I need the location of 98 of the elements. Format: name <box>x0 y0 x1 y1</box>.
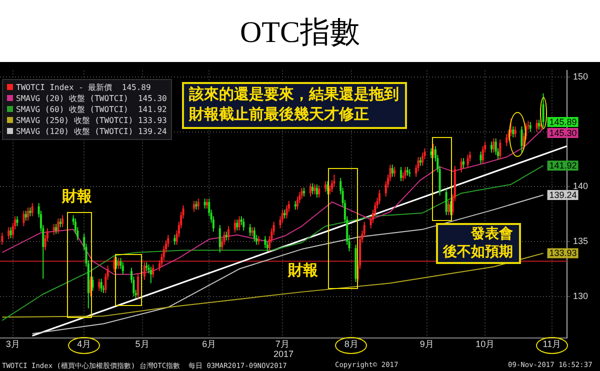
candlestick <box>242 218 245 232</box>
candlestick <box>27 206 30 222</box>
candlestick <box>118 257 120 270</box>
candlestick <box>98 278 100 292</box>
candlestick <box>249 223 252 237</box>
candlestick <box>492 138 495 154</box>
candlestick <box>391 164 394 178</box>
candlestick <box>228 226 230 241</box>
candlestick <box>430 148 432 159</box>
candlestick <box>236 219 238 232</box>
x-tick-label: 6月 <box>202 338 216 349</box>
candlestick <box>394 166 396 178</box>
candlestick <box>529 121 532 132</box>
candlestick <box>218 224 221 253</box>
legend-label: SMAVG (250) 收盤 (TWOTCI) 133.93 <box>15 115 167 126</box>
y-tick-label: 135 <box>573 236 588 246</box>
candlestick <box>494 138 497 156</box>
candlestick <box>506 134 508 147</box>
candlestick <box>309 182 312 198</box>
candlestick <box>520 126 523 154</box>
candlestick <box>312 182 314 195</box>
candlestick <box>512 126 514 138</box>
candlestick <box>197 198 200 210</box>
candlestick <box>31 202 34 217</box>
candlestick <box>296 196 299 210</box>
annotation: 財報 <box>288 262 318 281</box>
y-tick-label: 150 <box>573 71 588 82</box>
candlestick <box>100 278 102 292</box>
candlestick <box>499 138 502 160</box>
candlestick <box>193 200 196 212</box>
candlestick <box>136 272 139 300</box>
candlestick <box>538 119 540 130</box>
legend-label: SMAVG (60) 收盤 (TWOTCI) 141.92 <box>15 104 167 115</box>
x-tick-label: 5月 <box>135 338 150 349</box>
candlestick <box>122 262 124 275</box>
candlestick <box>286 204 288 219</box>
candlestick <box>52 223 55 236</box>
chart-title: OTC指數 <box>239 15 361 51</box>
annotation: 財報 <box>62 188 92 207</box>
legend-label: SMAVG (120) 收盤 (TWOTCI) 139.24 <box>15 126 167 137</box>
candlestick <box>206 198 208 210</box>
x-tick-label: 4月 <box>77 338 92 349</box>
candlestick <box>152 264 154 278</box>
candlestick <box>314 184 316 195</box>
candlestick <box>204 198 206 210</box>
candlestick <box>536 119 538 132</box>
candlestick <box>316 184 318 198</box>
data-label: 141.92 <box>549 160 577 171</box>
candlestick <box>324 180 327 193</box>
candlestick <box>480 151 482 164</box>
candlestick <box>466 154 469 169</box>
data-label: 145.30 <box>549 128 577 138</box>
candlestick <box>57 218 60 234</box>
candlestick <box>318 185 320 198</box>
candlestick <box>174 234 176 246</box>
candlestick <box>490 141 493 154</box>
candlestick <box>253 226 256 242</box>
candlestick <box>400 166 402 182</box>
y-tick-label: 130 <box>573 290 588 301</box>
annotation: 發表會後不如預期 <box>436 223 521 264</box>
x-tick-label: 10月 <box>476 338 495 349</box>
candlestick <box>404 166 406 180</box>
x-axis-title: 2017 <box>273 349 294 360</box>
data-label: 133.93 <box>549 248 577 258</box>
candlestick <box>460 158 462 173</box>
candlestick <box>264 236 266 249</box>
legend-label: SMAVG (20) 收盤 (TWOTCI) 145.30 <box>15 93 167 104</box>
candlestick <box>55 223 58 234</box>
candlestick <box>10 226 12 239</box>
candlestick <box>422 152 424 166</box>
annotation: 該來的還是要來，結果還是拖到財報截止前最後幾天才修正 <box>182 82 407 128</box>
candlestick <box>62 214 64 228</box>
x-tick-label: 8月 <box>344 338 358 349</box>
candlestick <box>234 219 236 234</box>
x-tick-label: 3月 <box>6 338 20 349</box>
candlestick <box>16 216 18 227</box>
candlestick <box>447 200 450 216</box>
candlestick <box>1 232 4 246</box>
legend-label: TWOTCI Index - 最新價 145.89 <box>15 82 152 93</box>
candlestick <box>514 126 516 138</box>
x-tick-label: 9月 <box>420 338 434 349</box>
data-label: 139.24 <box>549 190 577 200</box>
candlestick <box>378 189 380 205</box>
candlestick <box>22 210 25 227</box>
candlestick <box>542 92 544 128</box>
candlestick <box>143 262 146 280</box>
candlestick <box>300 187 303 200</box>
candlestick <box>8 226 10 240</box>
x-tick-label: 7月 <box>275 338 290 349</box>
candlestick <box>238 216 240 232</box>
candlestick <box>150 266 152 284</box>
text: 145.89 <box>549 117 577 128</box>
candlestick <box>445 188 448 216</box>
candlestick <box>24 210 27 222</box>
candlestick <box>462 158 465 169</box>
candlestick <box>482 146 484 164</box>
x-tick-label: 11月 <box>542 338 562 349</box>
y-tick-label: 140 <box>573 181 588 192</box>
